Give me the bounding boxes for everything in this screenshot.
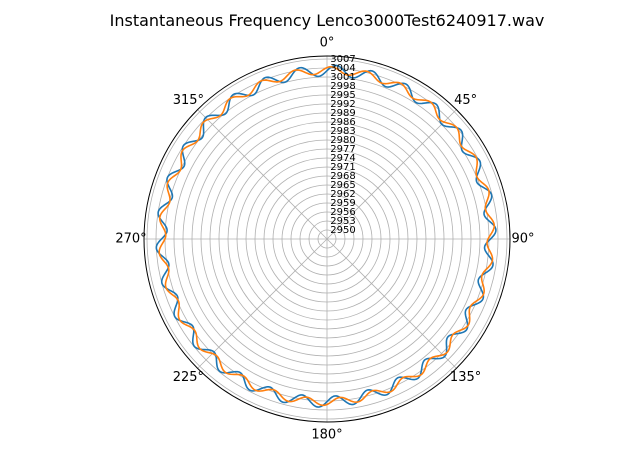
r-tick-label: 2950: [330, 225, 355, 236]
theta-tick-label: 135°: [450, 370, 481, 385]
angular-gridline: [197, 109, 328, 240]
r-tick-label: 2965: [330, 180, 355, 191]
angular-gridline: [326, 238, 457, 369]
r-tick-label: 2953: [330, 216, 355, 227]
chart-title: Instantaneous Frequency Lenco3000Test624…: [110, 11, 545, 30]
angular-gridline: [326, 109, 457, 240]
r-tick-label: 2962: [330, 189, 355, 200]
r-tick-label: 2974: [330, 153, 355, 164]
r-tick-label: 2980: [330, 135, 355, 146]
theta-tick-label: 225°: [173, 370, 204, 385]
r-tick-label: 3001: [330, 72, 355, 83]
r-tick-label: 2959: [330, 198, 355, 209]
r-tick-label: 2977: [330, 144, 355, 155]
theta-tick-label: 270°: [115, 232, 146, 247]
theta-tick-label: 0°: [320, 36, 335, 51]
r-tick-label: 2983: [330, 126, 355, 137]
r-tick-label: 2968: [330, 171, 355, 182]
angular-tick-labels: 0° 45° 90° 135° 180° 225° 270° 315°: [115, 36, 534, 443]
angular-gridline: [197, 238, 328, 369]
r-tick-label: 3004: [330, 63, 355, 74]
theta-tick-label: 90°: [511, 232, 534, 247]
r-tick-label: 2998: [330, 81, 355, 92]
polar-grid: [143, 55, 511, 423]
r-tick-label: 2986: [330, 117, 355, 128]
series-layer: [155, 64, 497, 408]
theta-tick-label: 45°: [454, 93, 477, 108]
polar-frame: [143, 55, 511, 423]
r-tick-label: 2956: [330, 207, 355, 218]
series-line-2: [158, 65, 496, 407]
radial-tick-labels: 2950295329562959296229652968297129742977…: [330, 54, 355, 236]
r-tick-label: 2971: [330, 162, 355, 173]
theta-tick-label: 180°: [311, 428, 342, 443]
r-tick-label: 2995: [330, 90, 355, 101]
theta-tick-label: 315°: [173, 93, 204, 108]
r-tick-label: 2992: [330, 99, 355, 110]
series-line-1: [155, 64, 497, 408]
r-tick-label: 2989: [330, 108, 355, 119]
r-tick-label: 3007: [330, 54, 355, 65]
